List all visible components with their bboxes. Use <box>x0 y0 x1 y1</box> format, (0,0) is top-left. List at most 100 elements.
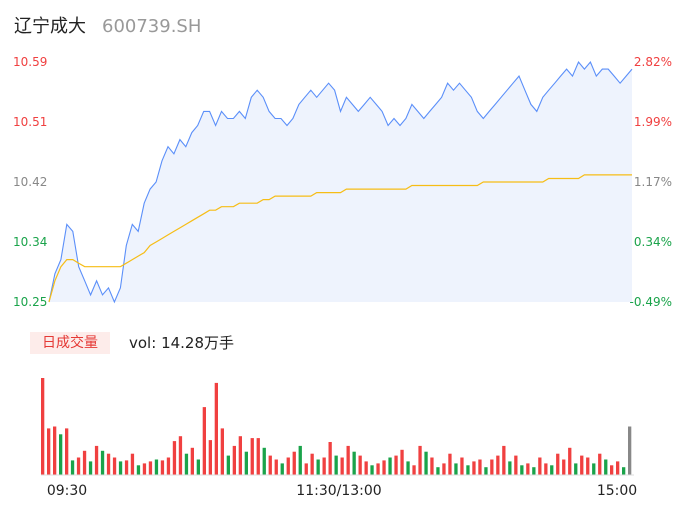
volume-bar <box>94 445 99 475</box>
volume-readout: vol: 14.28万手 <box>129 332 234 354</box>
pct-tick-label: 0.34% <box>634 235 672 249</box>
volume-bar <box>490 459 494 475</box>
volume-bar <box>424 451 428 475</box>
volume-bar <box>526 463 530 475</box>
volume-bar <box>340 457 344 475</box>
volume-bar <box>358 455 362 475</box>
price-tick-label: 10.59 <box>13 55 47 69</box>
volume-bar <box>268 455 272 475</box>
volume-bar <box>406 461 410 475</box>
volume-bar <box>250 438 254 475</box>
volume-bar <box>484 467 488 475</box>
volume-bar <box>574 463 578 475</box>
stock-name: 辽宁成大 <box>14 16 86 37</box>
volume-bar <box>130 453 135 475</box>
volume-bar <box>136 465 141 475</box>
volume-prefix: vol: <box>129 334 157 352</box>
volume-bar <box>532 467 536 475</box>
volume-bar <box>394 455 398 475</box>
volume-bar <box>65 428 69 475</box>
volume-bar <box>310 453 314 475</box>
volume-bar <box>112 457 117 475</box>
time-tick-label: 11:30/13:00 <box>296 483 381 499</box>
volume-bar <box>538 457 542 475</box>
volume-bar <box>148 461 153 475</box>
volume-bar <box>118 461 123 475</box>
pct-tick-label: 1.99% <box>634 115 672 129</box>
pct-tick-label: 2.82% <box>634 55 672 69</box>
price-tick-label: 10.51 <box>13 115 47 129</box>
volume-bar <box>400 449 404 475</box>
volume-bar <box>190 447 194 475</box>
volume-bar <box>214 382 218 475</box>
volume-bar <box>106 453 111 475</box>
volume-bar <box>292 451 296 475</box>
volume-bar <box>418 445 422 475</box>
volume-bar <box>304 463 308 475</box>
volume-bar <box>70 460 75 475</box>
volume-bar <box>412 465 416 475</box>
volume-bar <box>520 465 524 475</box>
volume-bar <box>142 463 147 475</box>
volume-bar <box>472 461 476 475</box>
volume-bar <box>286 457 290 475</box>
volume-bar <box>53 426 57 475</box>
average-price-line <box>48 174 632 303</box>
volume-bar <box>454 463 458 475</box>
volume-bar <box>220 428 224 475</box>
volume-bar <box>262 447 266 475</box>
volume-bar <box>208 440 212 475</box>
time-tick-label: 09:30 <box>47 483 87 499</box>
volume-bar <box>622 467 626 475</box>
price-line <box>48 60 633 304</box>
volume-bar <box>160 460 165 475</box>
volume-bar <box>82 450 87 476</box>
pct-tick-label: 1.17% <box>634 175 672 189</box>
volume-bar <box>322 457 326 475</box>
price-tick-label: 10.25 <box>13 295 47 309</box>
volume-bar <box>430 457 434 475</box>
volume-bar <box>47 428 51 475</box>
volume-bar <box>41 378 45 475</box>
time-tick-label: 15:00 <box>597 483 637 499</box>
volume-bar <box>184 453 189 475</box>
volume-bar <box>196 459 200 475</box>
volume-bar <box>232 445 236 475</box>
volume-bar <box>580 455 584 475</box>
volume-bar <box>496 455 500 475</box>
volume-bar <box>238 436 242 475</box>
volume-bar <box>502 445 506 475</box>
volume-bar <box>376 463 380 475</box>
volume-bar <box>244 451 248 475</box>
volume-bar <box>172 441 177 475</box>
pct-tick-label: -0.49% <box>630 295 672 309</box>
price-area-fill <box>49 62 632 302</box>
volume-bar <box>298 445 302 475</box>
stock-title: 辽宁成大 600739.SH <box>14 14 201 40</box>
volume-bar <box>628 426 632 475</box>
volume-bar <box>586 457 590 475</box>
volume-bar <box>466 465 470 475</box>
volume-bar <box>226 455 230 475</box>
volume-bar <box>202 407 206 475</box>
stock-code: 600739.SH <box>102 16 202 37</box>
volume-bar <box>334 455 338 475</box>
volume-bar <box>76 457 81 475</box>
volume-bar <box>616 461 620 475</box>
volume-bar <box>568 447 572 475</box>
volume-bar <box>256 438 260 475</box>
volume-bar <box>154 459 159 475</box>
volume-bar <box>562 459 566 475</box>
volume-bar <box>352 451 356 475</box>
volume-bar <box>124 460 129 475</box>
volume-bar <box>59 434 63 475</box>
volume-bar <box>604 459 608 475</box>
volume-bar <box>592 463 596 475</box>
volume-bar <box>274 459 278 475</box>
volume-bar <box>280 463 284 475</box>
volume-bar <box>550 465 554 475</box>
volume-bar <box>544 463 548 475</box>
volume-bar <box>598 453 602 475</box>
volume-bar <box>442 463 446 475</box>
